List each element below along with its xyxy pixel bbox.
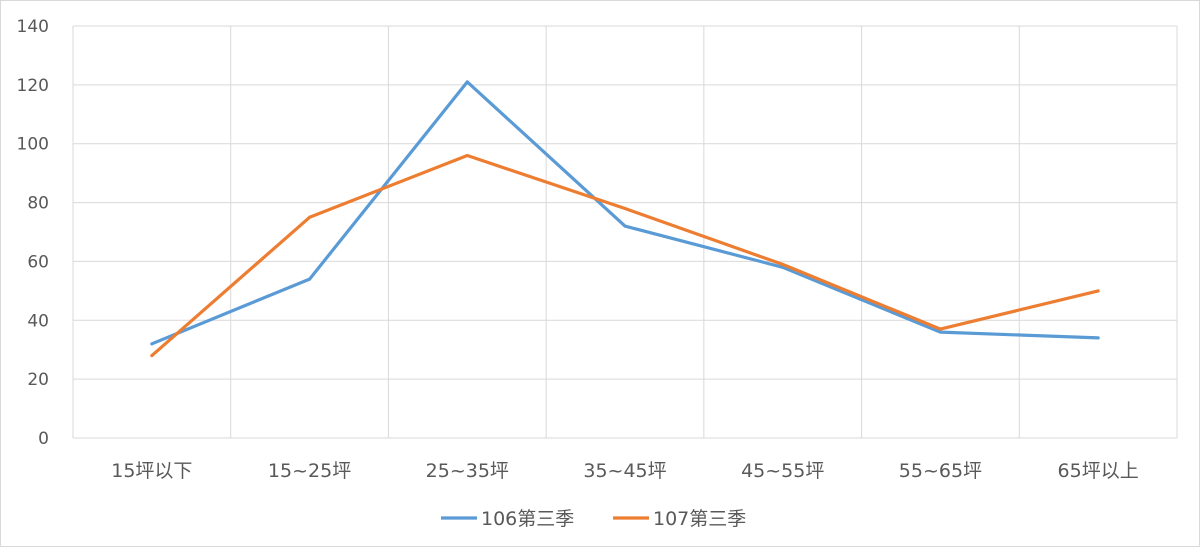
series-lines <box>150 80 1100 358</box>
data-point <box>308 215 312 219</box>
y-tick-label: 140 <box>17 17 49 37</box>
data-point <box>623 224 627 228</box>
data-point <box>781 262 785 266</box>
y-tick-label: 0 <box>38 429 49 449</box>
data-point <box>623 206 627 210</box>
data-point <box>938 327 942 331</box>
data-point <box>1096 289 1100 293</box>
x-tick-label: 65坪以上 <box>1058 460 1139 482</box>
series-line-2 <box>150 153 1100 358</box>
data-point <box>150 342 154 346</box>
x-tick-label: 15坪以下 <box>111 460 192 482</box>
x-tick-label: 45~55坪 <box>741 460 824 482</box>
data-point <box>1096 336 1100 340</box>
x-tick-label: 35~45坪 <box>583 460 666 482</box>
x-axis-ticks: 15坪以下 15~25坪 25~35坪 35~45坪 45~55坪 55~65坪 65坪以上 <box>111 460 1138 482</box>
y-tick-label: 80 <box>27 194 49 214</box>
data-point <box>938 330 942 334</box>
y-tick-label: 100 <box>17 135 49 155</box>
legend-label-2: 107第三季 <box>653 508 746 530</box>
y-tick-label: 40 <box>27 311 49 331</box>
series-line-1 <box>150 80 1100 346</box>
y-tick-label: 120 <box>17 76 49 96</box>
legend: 106第三季 107第三季 <box>441 508 746 530</box>
y-tick-label: 20 <box>27 370 49 390</box>
y-axis-ticks: 0 20 40 60 80 100 120 140 <box>17 17 49 449</box>
x-tick-label: 55~65坪 <box>899 460 982 482</box>
data-point <box>150 354 154 358</box>
data-point <box>465 80 469 84</box>
grid <box>72 25 1178 439</box>
legend-label-1: 106第三季 <box>481 508 574 530</box>
x-tick-label: 15~25坪 <box>268 460 351 482</box>
x-tick-label: 25~35坪 <box>426 460 509 482</box>
data-point <box>781 265 785 269</box>
data-point <box>308 277 312 281</box>
y-tick-label: 60 <box>27 252 49 272</box>
data-point <box>465 153 469 157</box>
